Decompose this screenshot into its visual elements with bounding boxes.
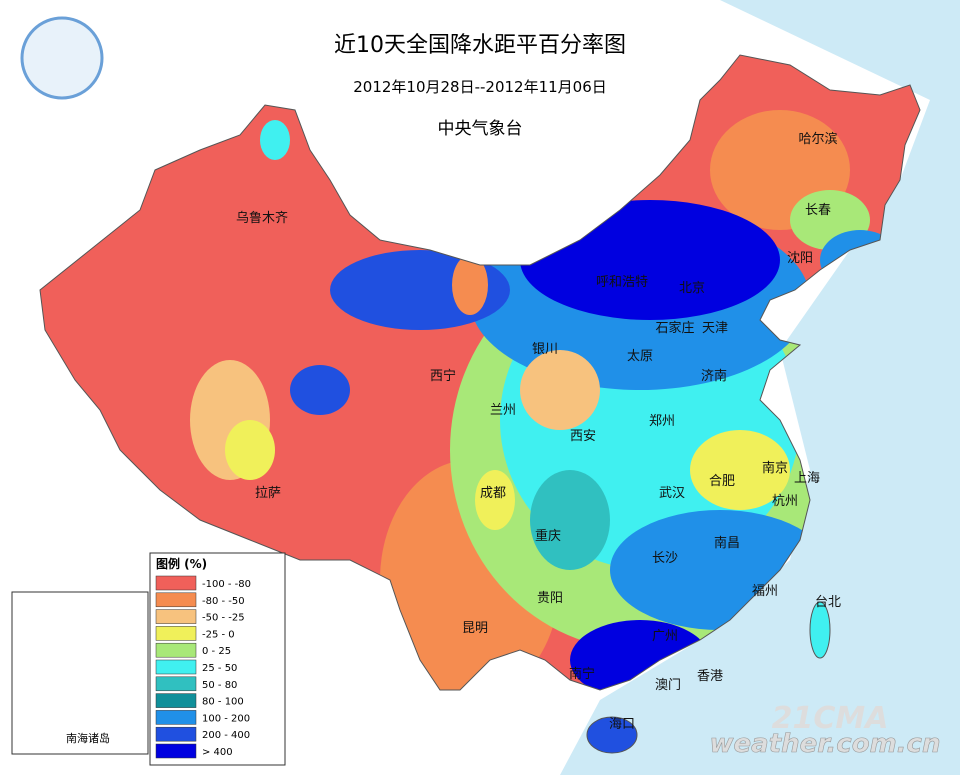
watermark-site: weather.com.cn — [710, 729, 941, 759]
city-label: 澳门 — [655, 677, 681, 693]
legend-label: 200 - 400 — [202, 730, 250, 741]
city-label: 贵阳 — [537, 591, 563, 606]
city-label: 杭州 — [772, 494, 798, 509]
legend-swatch — [155, 642, 197, 658]
city-label: 太原 — [627, 349, 653, 364]
legend-swatch — [155, 693, 197, 708]
legend-swatch — [155, 659, 197, 675]
legend-label: 100 - 200 — [202, 713, 250, 724]
legend-label: 25 - 50 — [202, 663, 237, 674]
inset-label: 南海诸岛 — [66, 731, 110, 745]
city-label: 郑州 — [649, 414, 675, 429]
hainan — [586, 716, 638, 754]
legend-swatch — [155, 710, 197, 725]
watermark-logo: 21CMA — [772, 701, 889, 736]
legend-label: -100 - -80 — [202, 579, 251, 590]
city-label: 呼和浩特 — [596, 275, 648, 290]
city-label: 台北 — [815, 595, 841, 610]
city-label: 南宁 — [569, 666, 595, 682]
logo — [20, 16, 104, 100]
city-label: 福州 — [752, 584, 778, 599]
city-label: 上海 — [794, 471, 820, 486]
city-label: 合肥 — [709, 474, 735, 489]
legend-label: -50 - -25 — [202, 613, 245, 624]
city-label: 哈尔滨 — [798, 131, 837, 147]
legend-swatch — [155, 626, 197, 641]
city-label: 南昌 — [714, 535, 740, 551]
city-label: 西宁 — [430, 368, 456, 384]
legend-label: 80 - 100 — [202, 697, 244, 708]
legend-swatch — [155, 609, 197, 624]
city-label: 武汉 — [659, 486, 685, 501]
legend-title: 图例 (%) — [156, 556, 207, 571]
legend-swatch — [155, 592, 197, 608]
city-label: 银川 — [532, 342, 558, 357]
city-label: 成都 — [480, 486, 506, 501]
subtitle: 2012年10月28日--2012年11月06日 — [353, 78, 607, 96]
legend-label: -25 - 0 — [202, 629, 235, 640]
city-label: 沈阳 — [787, 251, 813, 266]
city-label: 海口 — [609, 717, 635, 732]
legend-swatch — [155, 575, 197, 591]
sea — [560, 0, 960, 775]
city-label: 拉萨 — [255, 486, 281, 501]
city-label: 石家庄 — [655, 320, 694, 336]
city-label: 兰州 — [490, 403, 516, 418]
city-label: 济南 — [701, 368, 727, 384]
legend-label: 0 - 25 — [202, 646, 231, 657]
agency: 中央气象台 — [438, 119, 523, 139]
title: 近10天全国降水距平百分率图 — [334, 33, 626, 58]
city-label: 西安 — [570, 429, 596, 444]
legend-label: > 400 — [202, 747, 233, 758]
city-label: 南京 — [762, 460, 788, 476]
legend-swatch — [155, 743, 197, 759]
legend: -100 - -80 -80 - -50 -50 - -25 -25 - 0 0 - 2… — [155, 575, 251, 759]
city-label: 长春 — [805, 203, 831, 218]
city-label: 广州 — [652, 629, 678, 644]
city-label: 乌鲁木齐 — [236, 210, 288, 226]
legend-label: -80 - -50 — [202, 596, 245, 607]
legend-swatch — [155, 676, 197, 692]
city-label: 香港 — [697, 669, 723, 684]
city-label: 昆明 — [462, 621, 488, 636]
taiwan — [809, 601, 831, 659]
city-label: 重庆 — [535, 528, 561, 544]
city-label: 天津 — [702, 321, 728, 336]
legend-swatch — [155, 726, 197, 742]
inset-box — [11, 591, 149, 755]
city-label: 北京 — [679, 281, 705, 296]
legend-label: 50 - 80 — [202, 680, 237, 691]
city-label: 长沙 — [652, 551, 678, 566]
